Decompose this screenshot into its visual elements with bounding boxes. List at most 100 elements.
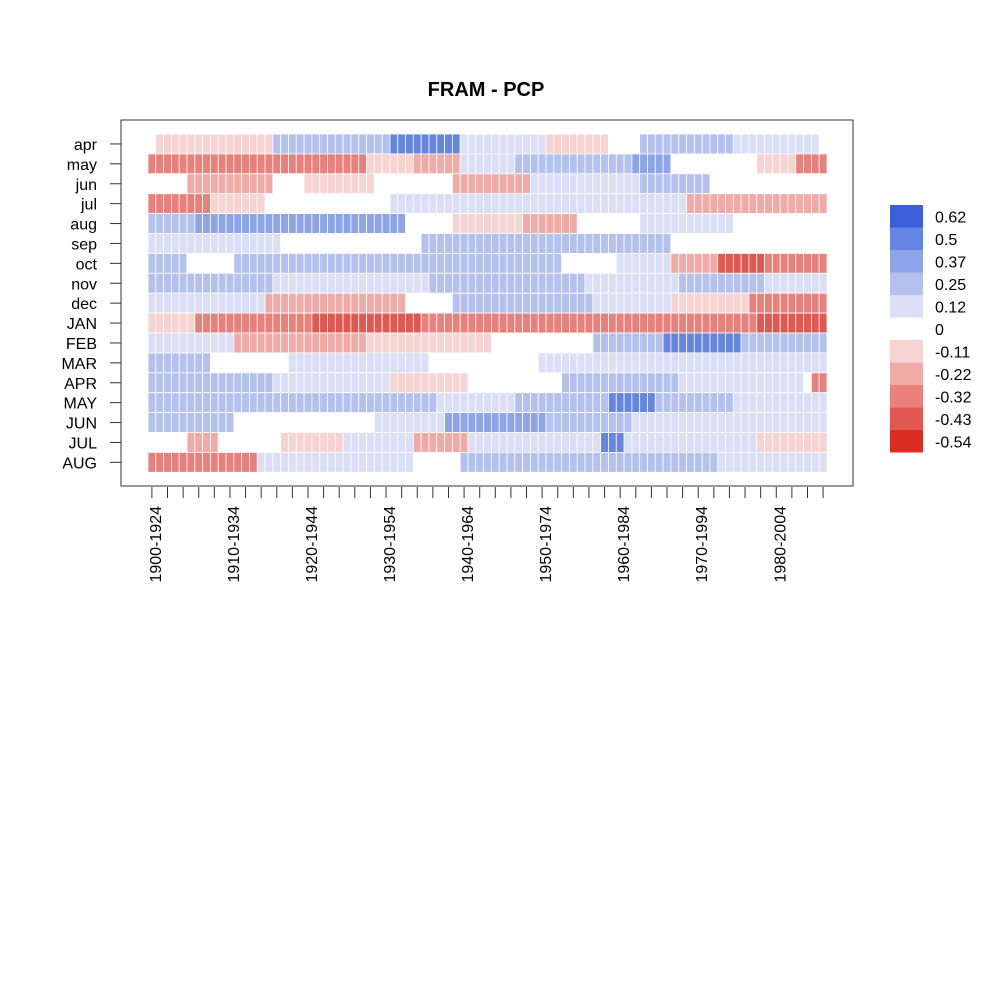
heatmap-cell: [256, 173, 266, 195]
heatmap-cell: [256, 372, 266, 394]
heatmap-cell: [389, 432, 399, 453]
heatmap-cell: [647, 372, 656, 394]
y-tick-label: oct: [76, 256, 98, 273]
heatmap-cell: [771, 451, 781, 473]
heatmap-cell: [225, 173, 235, 195]
heatmap-cell: [186, 312, 196, 334]
heatmap-cell: [514, 312, 524, 334]
heatmap-cell: [810, 451, 820, 473]
heatmap-cell: [358, 213, 367, 234]
heatmap-cell: [709, 272, 719, 294]
heatmap-cell: [490, 272, 500, 294]
heatmap-cell: [334, 451, 344, 473]
heatmap-cell: [483, 252, 492, 274]
heatmap-cell: [194, 133, 204, 155]
heatmap-cell: [569, 193, 578, 214]
heatmap-cell: [366, 153, 375, 175]
heatmap-cell: [186, 133, 196, 155]
heatmap-cell: [483, 432, 492, 453]
heatmap-cell: [483, 412, 492, 433]
heatmap-cell: [569, 292, 578, 314]
heatmap-cell: [467, 272, 477, 294]
heatmap-cell: [818, 292, 828, 314]
heatmap-cell: [366, 173, 375, 195]
heatmap-cell: [647, 153, 656, 175]
heatmap-cell: [350, 133, 360, 155]
heatmap-cell: [678, 392, 687, 414]
heatmap-cell: [686, 332, 695, 354]
heatmap-cell: [264, 252, 274, 274]
heatmap-cell: [670, 133, 680, 155]
heatmap-cell: [522, 153, 531, 175]
heatmap-cell: [795, 332, 804, 354]
heatmap-cell: [444, 412, 453, 433]
heatmap-cell: [280, 173, 289, 195]
heatmap-cell: [459, 173, 469, 195]
heatmap-cell: [171, 272, 180, 294]
heatmap-cell: [342, 412, 352, 433]
heatmap-cell: [592, 352, 602, 374]
heatmap-cell: [693, 213, 703, 234]
heatmap-cell: [342, 292, 352, 314]
heatmap-cell: [436, 432, 445, 453]
legend-swatch: [890, 272, 923, 295]
heatmap-cell: [537, 292, 547, 314]
heatmap-cell: [358, 193, 367, 214]
heatmap-cell: [178, 432, 188, 453]
heatmap-cell: [717, 213, 726, 234]
heatmap-cell: [748, 292, 758, 314]
heatmap-cell: [225, 412, 235, 433]
heatmap-row-nov: [147, 272, 828, 294]
heatmap-cell: [249, 133, 258, 155]
heatmap-cell: [537, 312, 547, 334]
heatmap-cell: [686, 153, 695, 175]
heatmap-cell: [670, 412, 680, 433]
legend-label: -0.22: [935, 367, 972, 384]
heatmap-cell: [342, 451, 352, 473]
heatmap-cell: [342, 312, 352, 334]
heatmap-cell: [155, 133, 165, 155]
heatmap-cell: [553, 193, 563, 214]
heatmap-cell: [373, 173, 383, 195]
heatmap-cell: [771, 133, 781, 155]
heatmap-cell: [756, 233, 765, 254]
heatmap-cell: [576, 133, 586, 155]
heatmap-cell: [163, 272, 172, 294]
heatmap-cell: [202, 292, 211, 314]
legend-swatch: [890, 430, 923, 453]
heatmap-cell: [725, 412, 734, 433]
heatmap-cell: [717, 352, 726, 374]
heatmap-cell: [584, 292, 594, 314]
heatmap-cell: [615, 153, 625, 175]
heatmap-cell: [600, 372, 609, 394]
heatmap-cell: [623, 372, 633, 394]
heatmap-cell: [600, 252, 609, 274]
heatmap-cell: [561, 451, 570, 473]
heatmap-cell: [764, 292, 773, 314]
heatmap-cell: [241, 173, 250, 195]
heatmap-cell: [303, 312, 313, 334]
heatmap-cell: [569, 432, 578, 453]
heatmap-cell: [553, 332, 563, 354]
heatmap-cell: [350, 252, 360, 274]
heatmap-cell: [631, 312, 641, 334]
heatmap-cell: [373, 193, 383, 214]
heatmap-cell: [483, 153, 492, 175]
heatmap-cell: [412, 332, 422, 354]
heatmap-cell: [249, 432, 258, 453]
heatmap-cell: [756, 292, 765, 314]
heatmap-cell: [451, 272, 461, 294]
heatmap-cell: [451, 213, 461, 234]
heatmap-cell: [397, 233, 406, 254]
heatmap-cell: [475, 272, 484, 294]
heatmap-cell: [155, 252, 165, 274]
heatmap-cell: [342, 213, 352, 234]
heatmap-cell: [678, 133, 687, 155]
heatmap-cell: [553, 233, 563, 254]
legend: 0.620.50.370.250.120-0.11-0.22-0.32-0.43…: [890, 205, 972, 453]
heatmap-cell: [272, 133, 282, 155]
heatmap-cell: [475, 133, 484, 155]
heatmap-cell: [264, 352, 274, 374]
heatmap-cell: [350, 412, 360, 433]
heatmap-cell: [288, 332, 297, 354]
